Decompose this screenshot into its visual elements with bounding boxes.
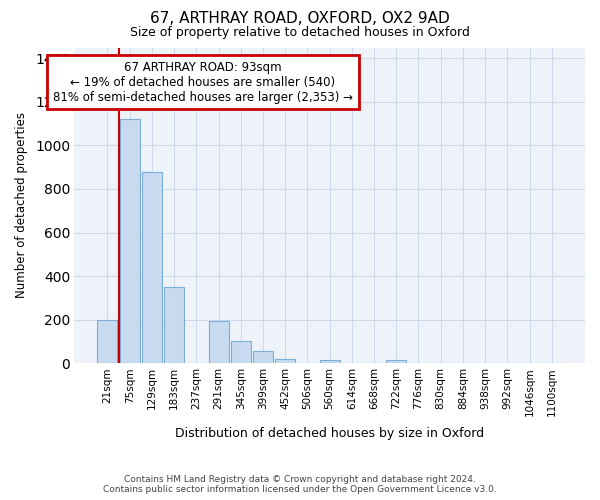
Bar	[209, 320, 229, 363]
Bar	[231, 342, 251, 363]
Text: Size of property relative to detached houses in Oxford: Size of property relative to detached ho…	[130, 26, 470, 39]
Y-axis label: Number of detached properties: Number of detached properties	[15, 112, 28, 298]
Bar	[97, 320, 118, 363]
Text: 67, ARTHRAY ROAD, OXFORD, OX2 9AD: 67, ARTHRAY ROAD, OXFORD, OX2 9AD	[150, 11, 450, 26]
Text: 67 ARTHRAY ROAD: 93sqm
← 19% of detached houses are smaller (540)
81% of semi-de: 67 ARTHRAY ROAD: 93sqm ← 19% of detached…	[53, 60, 353, 104]
Bar	[275, 358, 295, 363]
Bar	[320, 360, 340, 363]
Bar	[253, 351, 273, 363]
Text: Contains HM Land Registry data © Crown copyright and database right 2024.
Contai: Contains HM Land Registry data © Crown c…	[103, 474, 497, 494]
Bar	[386, 360, 406, 363]
Bar	[142, 172, 162, 363]
X-axis label: Distribution of detached houses by size in Oxford: Distribution of detached houses by size …	[175, 427, 484, 440]
Bar	[164, 287, 184, 363]
Bar	[119, 120, 140, 363]
